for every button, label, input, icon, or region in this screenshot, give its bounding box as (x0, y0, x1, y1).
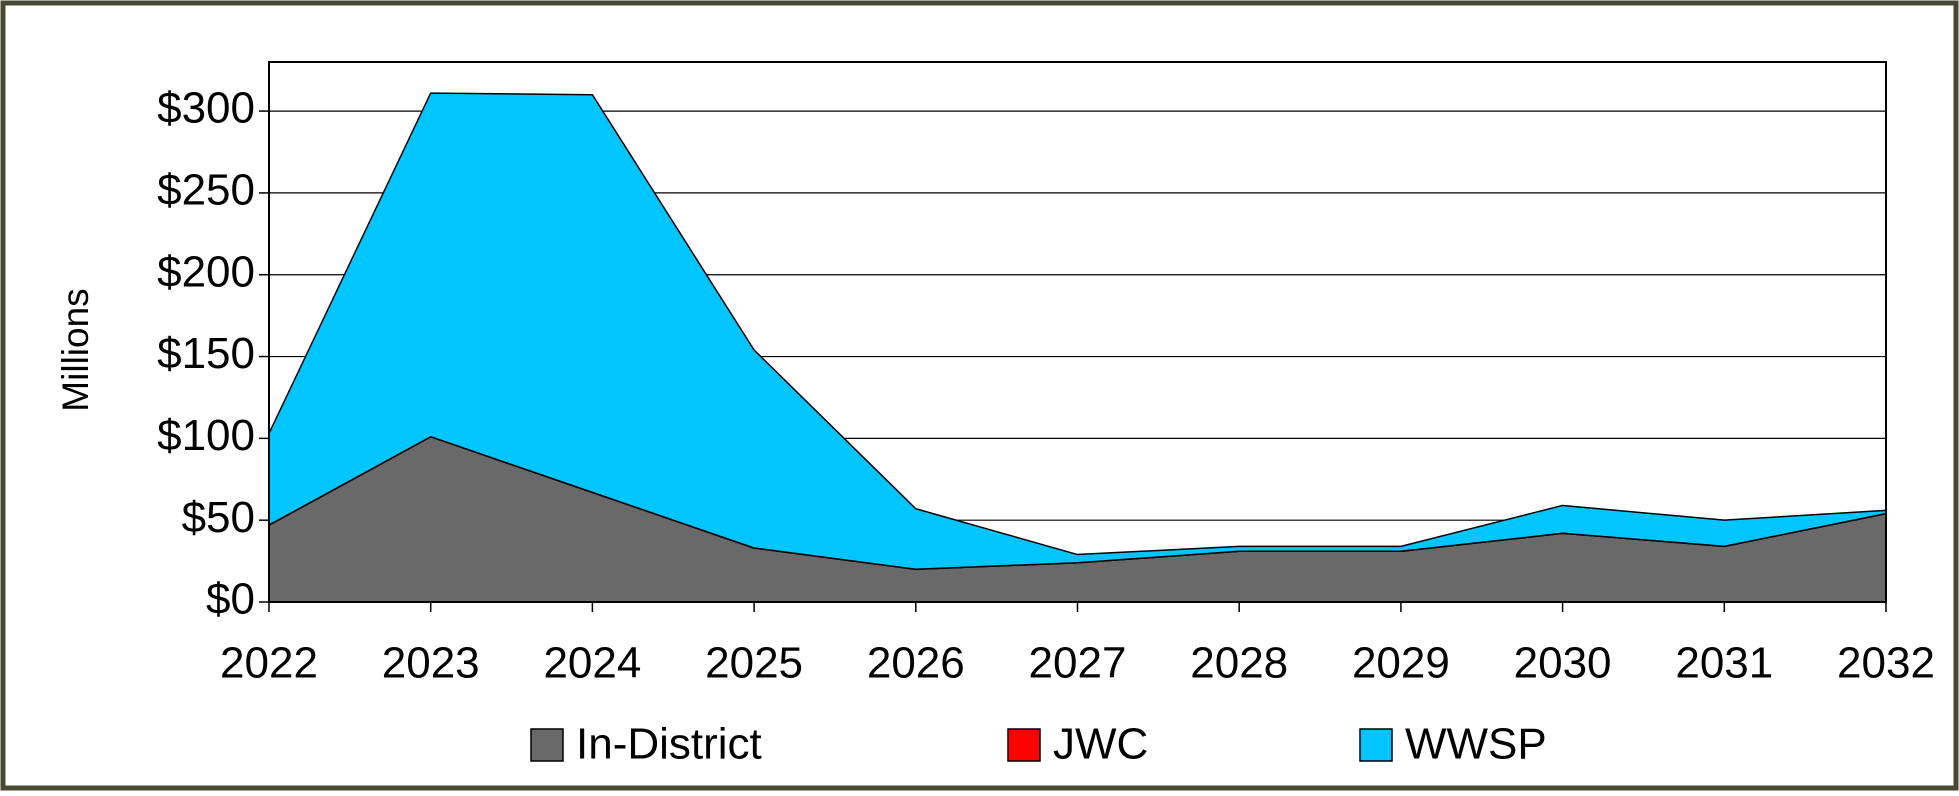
y-tick-label: $150 (157, 329, 255, 378)
legend-swatch (1359, 728, 1393, 762)
y-tick-label: $300 (157, 84, 255, 133)
x-tick-label: 2023 (382, 639, 480, 688)
x-tick-label: 2027 (1029, 639, 1127, 688)
x-tick-label: 2024 (543, 639, 641, 688)
x-tick-label: 2029 (1352, 639, 1450, 688)
y-tick-label: $100 (157, 411, 255, 460)
legend-label: JWC (1053, 720, 1148, 769)
legend-swatch (530, 728, 564, 762)
legend-label: In-District (576, 720, 762, 769)
x-tick-label: 2026 (867, 639, 965, 688)
x-tick-label: 2031 (1675, 639, 1773, 688)
x-tick-label: 2028 (1190, 639, 1288, 688)
x-tick-label: 2030 (1514, 639, 1612, 688)
x-tick-label: 2022 (220, 639, 318, 688)
y-tick-label: $250 (157, 166, 255, 215)
y-tick-label: $0 (206, 575, 255, 624)
x-tick-label: 2032 (1837, 639, 1935, 688)
y-tick-label: $50 (182, 493, 255, 542)
legend-swatch (1007, 728, 1041, 762)
x-tick-label: 2025 (705, 639, 803, 688)
y-tick-label: $200 (157, 247, 255, 296)
y-axis-label: Millions (55, 288, 96, 411)
legend-label: WWSP (1405, 720, 1547, 769)
